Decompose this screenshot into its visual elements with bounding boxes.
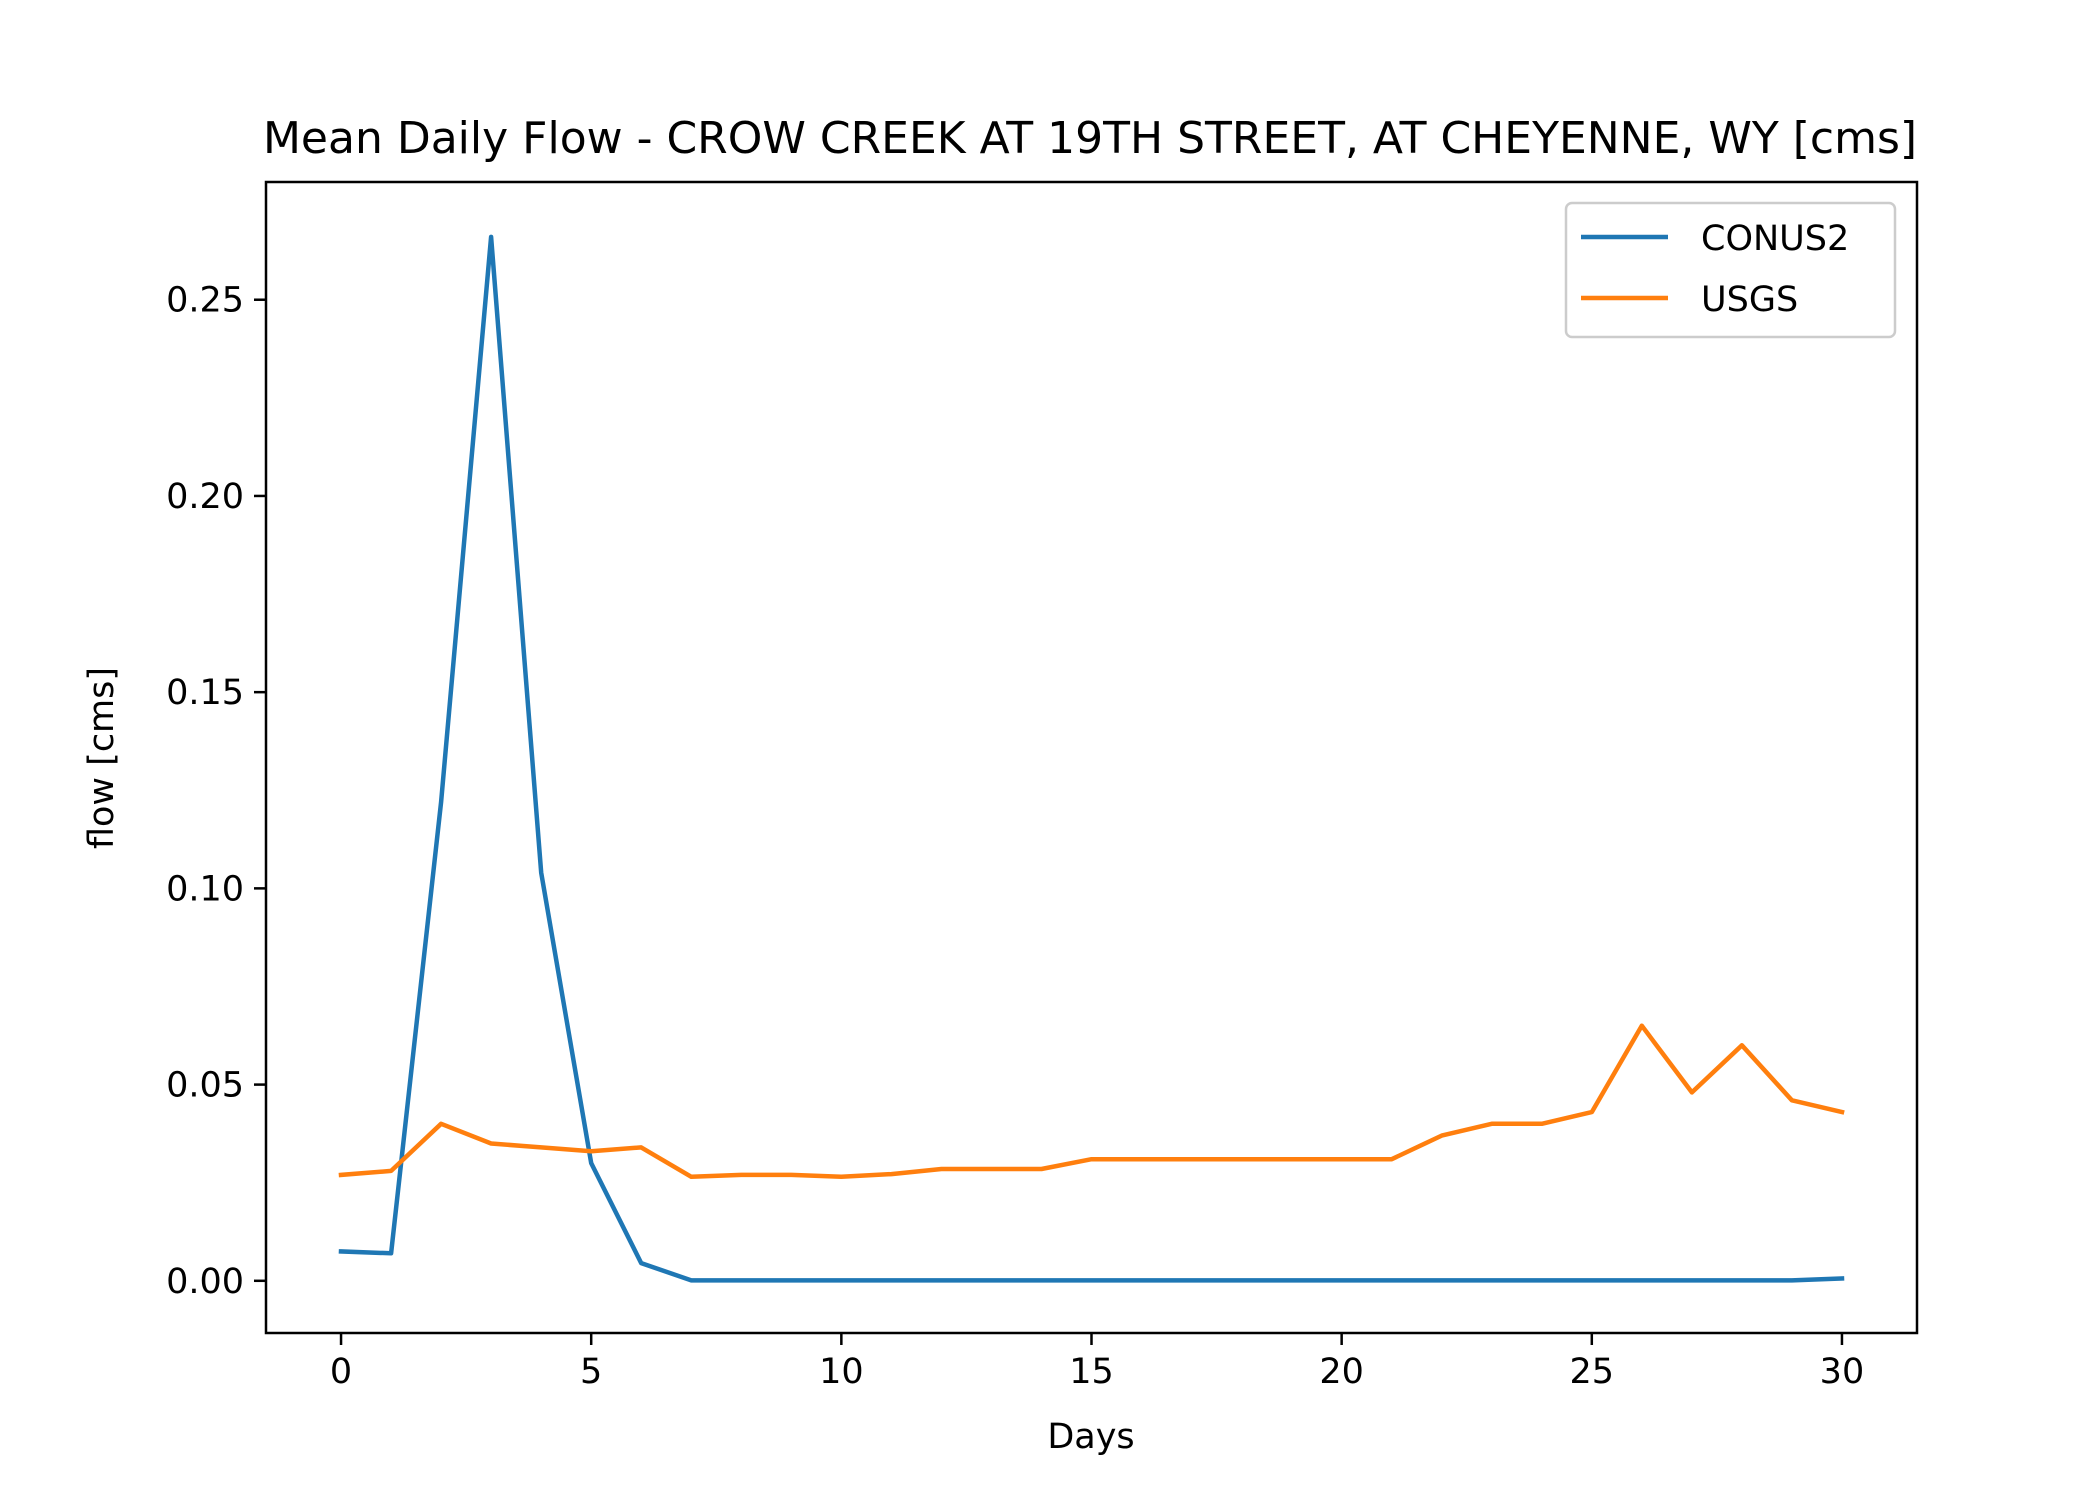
x-tick-label: 20 bbox=[1319, 1352, 1364, 1392]
x-tick-label: 0 bbox=[330, 1352, 352, 1392]
x-tick-label: 5 bbox=[580, 1352, 602, 1392]
legend: CONUS2 USGS bbox=[1564, 201, 1897, 339]
plot-area: 0 5 10 15 20 25 30 0.00 0.05 0.10 0.15 0.20 0.25 bbox=[166, 180, 1919, 1392]
legend-label-conus2: CONUS2 bbox=[1701, 219, 1849, 259]
x-tick-label: 30 bbox=[1820, 1352, 1865, 1392]
x-axis-ticks: 0 5 10 15 20 25 30 bbox=[330, 1333, 1864, 1392]
legend-label-usgs: USGS bbox=[1701, 280, 1798, 320]
y-axis-ticks: 0.00 0.05 0.10 0.15 0.20 0.25 bbox=[166, 281, 266, 1302]
chart-title: Mean Daily Flow - CROW CREEK AT 19TH STR… bbox=[263, 113, 1917, 164]
series-line-conus2 bbox=[338, 234, 1845, 1283]
x-tick-label: 15 bbox=[1069, 1352, 1114, 1392]
x-tick-label: 10 bbox=[819, 1352, 864, 1392]
y-tick-label: 0.15 bbox=[166, 673, 244, 713]
series-layer bbox=[338, 234, 1845, 1283]
y-axis-label: flow [cms] bbox=[82, 667, 122, 849]
y-tick-label: 0.20 bbox=[166, 477, 244, 517]
series-line-usgs bbox=[338, 1023, 1845, 1180]
y-tick-label: 0.00 bbox=[166, 1262, 244, 1302]
x-axis-label: Days bbox=[1047, 1417, 1134, 1457]
y-tick-label: 0.05 bbox=[166, 1066, 244, 1106]
y-tick-label: 0.10 bbox=[166, 869, 244, 909]
x-tick-label: 25 bbox=[1570, 1352, 1615, 1392]
y-tick-label: 0.25 bbox=[166, 281, 244, 321]
